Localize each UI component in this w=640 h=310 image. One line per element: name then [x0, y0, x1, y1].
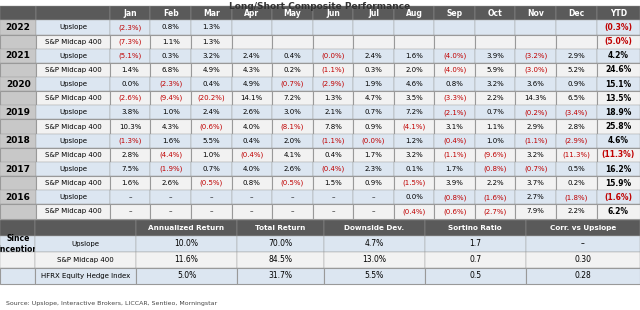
- Text: Long/Short Composite Performance: Long/Short Composite Performance: [229, 2, 411, 11]
- Text: Source: Upslope, Interactive Brokers, LICCAR, Sentieo, Morningstar: Source: Upslope, Interactive Brokers, LI…: [6, 301, 218, 306]
